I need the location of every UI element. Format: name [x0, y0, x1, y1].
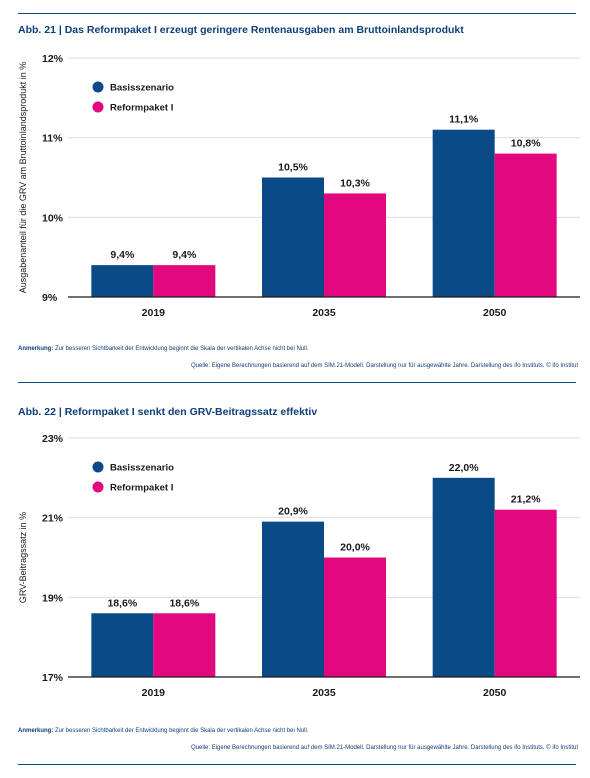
bar-basis-2019 — [91, 613, 154, 677]
data-label: 21,2% — [511, 494, 541, 506]
data-label: 9,4% — [110, 249, 135, 261]
chart-1-svg: 9% 10% 11% 12% Ausgabenanteil für die GRV am… — [18, 53, 580, 319]
y-tick-label: 10% — [42, 212, 64, 224]
legend-label: Reformpaket I — [110, 483, 173, 494]
y-axis-title: GRV-Beitragssatz in % — [18, 512, 28, 603]
bar-basis-2019 — [91, 265, 154, 297]
data-label: 20,0% — [340, 542, 370, 554]
data-label: 18,6% — [169, 597, 199, 609]
legend-marker — [92, 101, 104, 113]
legend-marker — [92, 461, 104, 473]
bar-reform-2035 — [324, 557, 386, 677]
chart-1-note-text: Zur besseren Sichtbarkeit der Entwicklun… — [53, 346, 309, 352]
chart-2-title: Abb. 22 | Reformpaket I senkt den GRV-Be… — [18, 406, 318, 418]
data-label: 22,0% — [449, 462, 479, 474]
chart-1-note: Anmerkung: Zur besseren Sichtbarkeit der… — [18, 346, 308, 352]
y-tick-label: 19% — [42, 592, 64, 604]
legend-label: Basisszenario — [110, 83, 174, 94]
x-tick-label: 2035 — [312, 687, 336, 699]
legend-marker — [92, 481, 104, 493]
legend-marker — [92, 81, 104, 93]
y-tick-label: 17% — [42, 672, 64, 684]
chart-1-source: Quelle: Eigene Berechnungen basierend au… — [191, 363, 578, 369]
x-tick-label: 2019 — [142, 687, 166, 699]
data-label: 9,4% — [172, 249, 197, 261]
x-tick-label: 2050 — [483, 307, 507, 319]
x-tick-label: 2035 — [312, 307, 336, 319]
data-label: 11,1% — [449, 114, 479, 126]
data-label: 10,8% — [511, 138, 541, 150]
data-label: 18,6% — [107, 597, 137, 609]
x-tick-label: 2050 — [483, 687, 507, 699]
bar-reform-2050 — [494, 509, 557, 677]
legend-label: Basisszenario — [110, 463, 174, 474]
bar-basis-2035 — [262, 521, 324, 677]
chart-2-source: Quelle: Eigene Berechnungen basierend au… — [191, 745, 578, 751]
data-label: 10,5% — [278, 162, 308, 174]
chart-1-title: Abb. 21 | Das Reformpaket I erzeugt geri… — [18, 24, 464, 36]
bar-basis-2050 — [432, 477, 495, 677]
chart-2-note: Anmerkung: Zur besseren Sichtbarkeit der… — [18, 728, 308, 734]
data-label: 10,3% — [340, 177, 370, 189]
bar-reform-2019 — [153, 613, 216, 677]
top-rule — [18, 13, 576, 14]
bar-reform-2050 — [494, 153, 557, 297]
legend-label: Reformpaket I — [110, 103, 173, 114]
y-axis-title: Ausgabenanteil für die GRV am Bruttoinla… — [18, 62, 28, 293]
bar-basis-2035 — [262, 177, 324, 297]
bar-basis-2050 — [432, 129, 495, 297]
separator-rule — [18, 382, 576, 383]
bar-reform-2019 — [153, 265, 216, 297]
y-tick-label: 23% — [42, 433, 64, 445]
y-tick-label: 11% — [42, 133, 63, 145]
bottom-rule — [18, 764, 576, 765]
chart-2-note-prefix: Anmerkung: — [18, 728, 54, 734]
y-tick-label: 9% — [42, 292, 58, 304]
chart-2-svg: 17% 19% 21% 23% GRV-Beitragssatz in % 18,6% 18… — [18, 433, 580, 699]
chart-1-note-prefix: Anmerkung: — [18, 346, 54, 352]
data-label: 20,9% — [278, 506, 308, 518]
x-tick-label: 2019 — [142, 307, 166, 319]
y-tick-label: 21% — [42, 513, 64, 525]
y-tick-label: 12% — [42, 53, 64, 65]
bar-reform-2035 — [324, 193, 386, 297]
chart-2-note-text: Zur besseren Sichtbarkeit der Entwicklun… — [53, 728, 309, 734]
